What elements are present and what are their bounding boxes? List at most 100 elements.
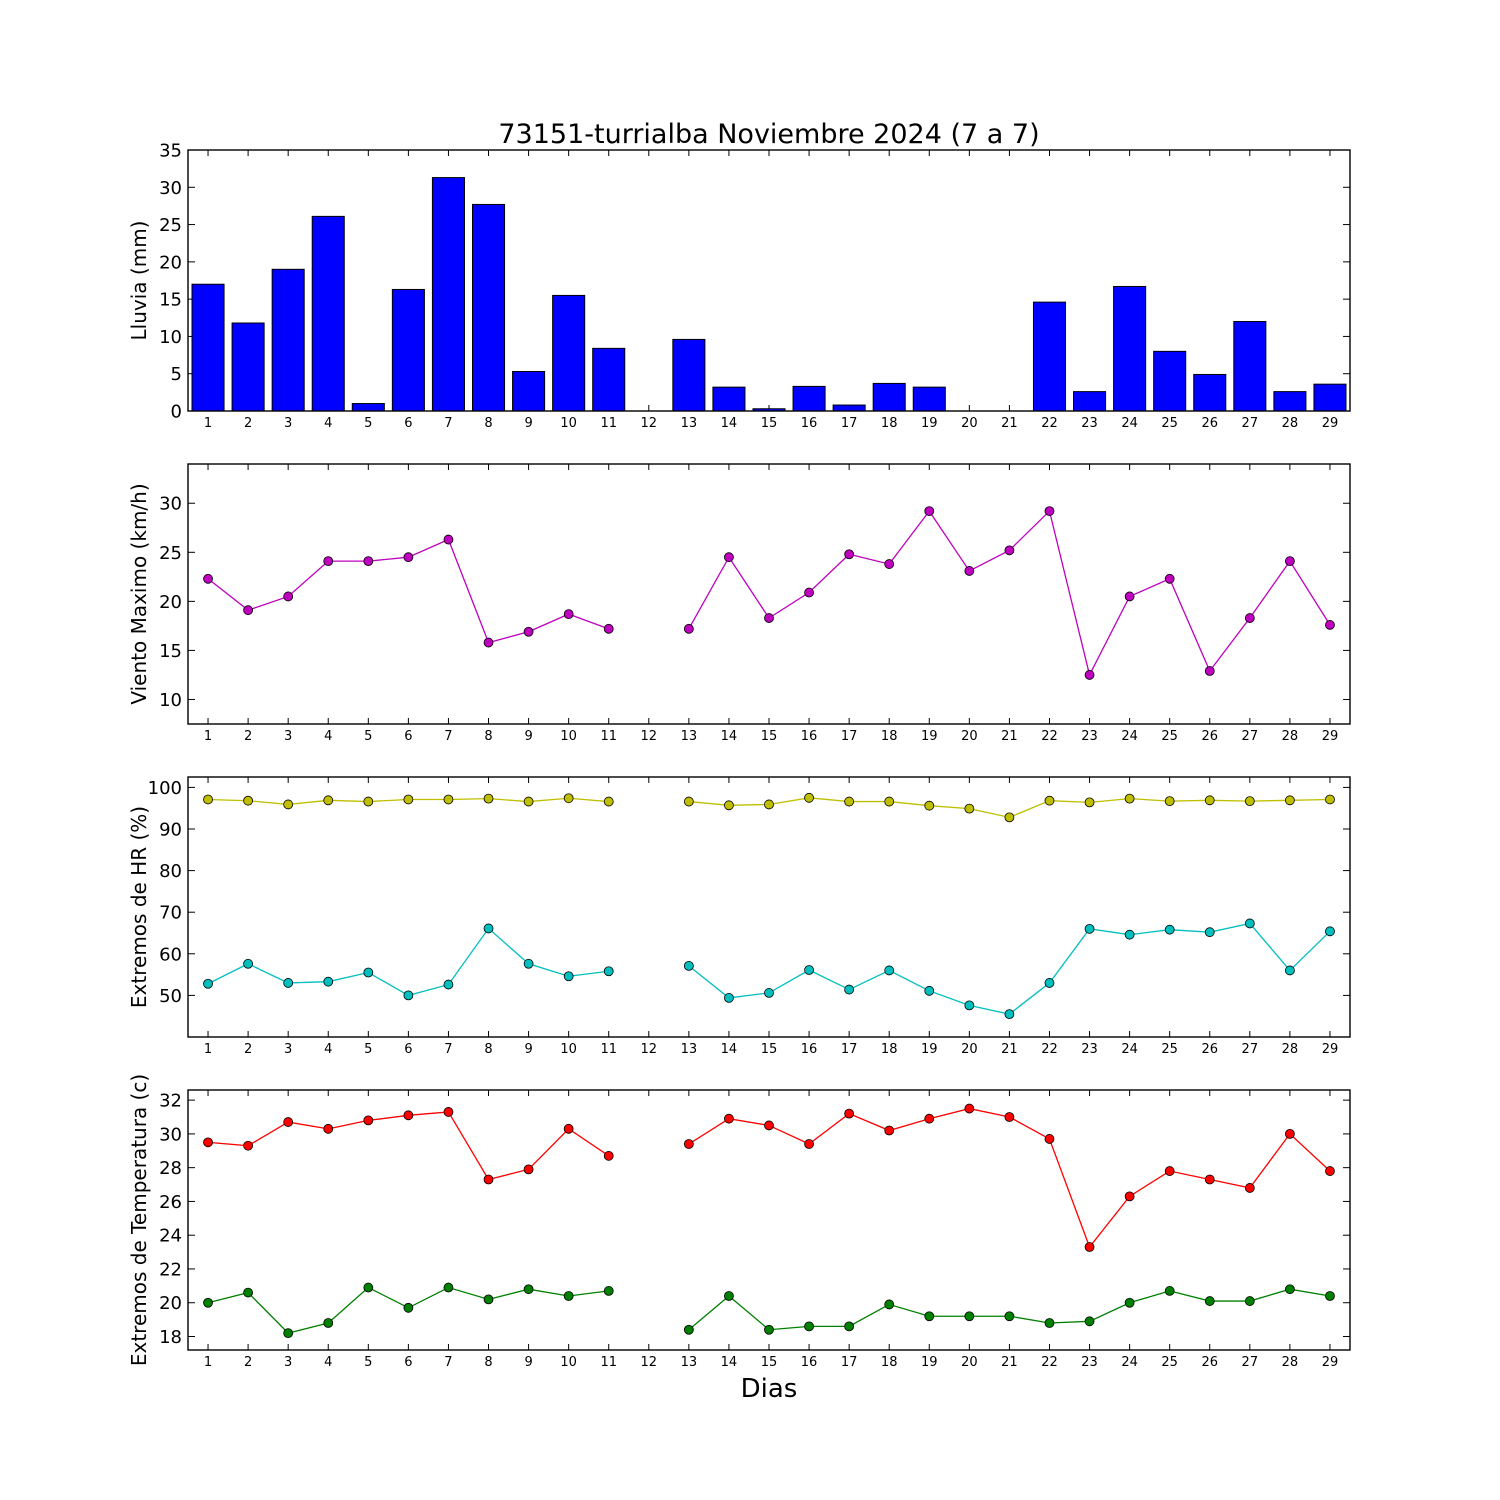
data-point xyxy=(683,1324,694,1335)
data-point xyxy=(964,566,975,576)
x-tick-label: 17 xyxy=(841,1355,858,1370)
data-point xyxy=(603,1286,614,1296)
data-point xyxy=(1244,1183,1255,1193)
x-tick-label: 25 xyxy=(1161,729,1178,744)
plot-area xyxy=(188,464,1350,724)
data-point xyxy=(363,556,374,567)
data-point xyxy=(924,1113,935,1124)
x-tick-label: 2 xyxy=(244,729,252,744)
bar xyxy=(712,386,746,412)
x-tick-label: 11 xyxy=(600,1355,617,1370)
data-point xyxy=(1164,573,1175,584)
data-point xyxy=(563,971,574,982)
data-point xyxy=(964,1311,975,1322)
x-tick-label: 5 xyxy=(364,1355,372,1370)
x-tick-label: 14 xyxy=(721,729,738,744)
data-point xyxy=(724,1113,734,1124)
data-point xyxy=(964,1000,975,1011)
data-point xyxy=(1004,1311,1015,1322)
x-tick-label: 20 xyxy=(961,1042,978,1057)
x-axis-label: Dias xyxy=(741,1374,798,1404)
data-point xyxy=(1325,1291,1335,1301)
data-point xyxy=(1124,793,1135,804)
data-point xyxy=(483,637,494,648)
data-point xyxy=(443,534,454,545)
data-point xyxy=(764,613,774,623)
data-point xyxy=(724,1291,734,1301)
data-point xyxy=(1044,795,1055,806)
data-point xyxy=(483,1174,494,1185)
data-point xyxy=(1204,927,1215,938)
y-axis-label: Extremos de Temperatura (c) xyxy=(127,1074,151,1366)
y-tick-label: 100 xyxy=(148,778,182,799)
data-point xyxy=(203,978,213,989)
bar xyxy=(592,347,626,412)
data-point xyxy=(1044,506,1055,516)
x-tick-label: 27 xyxy=(1242,416,1259,431)
x-tick-label: 10 xyxy=(560,729,577,744)
x-tick-label: 20 xyxy=(961,729,978,744)
x-tick-label: 2 xyxy=(244,1355,252,1370)
x-tick-label: 11 xyxy=(600,416,617,431)
x-tick-label: 19 xyxy=(921,1042,938,1057)
data-point xyxy=(1204,1296,1215,1306)
y-tick-label: 24 xyxy=(159,1226,182,1247)
data-point xyxy=(403,1110,414,1121)
x-tick-label: 22 xyxy=(1041,729,1058,744)
x-tick-label: 7 xyxy=(444,1355,452,1370)
x-tick-label: 19 xyxy=(921,1355,938,1370)
x-tick-label: 27 xyxy=(1242,1042,1259,1057)
data-point xyxy=(884,965,895,976)
data-point xyxy=(1204,1174,1215,1185)
bar xyxy=(1113,285,1147,412)
data-point xyxy=(1084,923,1095,934)
x-tick-label: 18 xyxy=(881,1042,898,1057)
x-tick-label: 13 xyxy=(681,1355,698,1370)
data-point xyxy=(804,1321,814,1332)
x-tick-label: 4 xyxy=(324,1355,332,1370)
x-tick-label: 16 xyxy=(801,416,818,431)
data-point xyxy=(1164,924,1175,935)
x-tick-label: 16 xyxy=(801,1355,818,1370)
bar xyxy=(231,322,265,412)
data-point xyxy=(844,549,855,560)
data-point xyxy=(924,506,935,516)
bar xyxy=(1273,391,1307,412)
data-point xyxy=(844,1108,855,1119)
chart-title: 73151-turrialba Noviembre 2024 (7 a 7) xyxy=(498,119,1039,150)
x-tick-label: 14 xyxy=(721,1355,738,1370)
x-tick-label: 27 xyxy=(1242,1355,1259,1370)
x-tick-label: 7 xyxy=(444,729,452,744)
x-tick-label: 19 xyxy=(921,729,938,744)
x-tick-label: 29 xyxy=(1322,729,1339,744)
data-point xyxy=(1244,613,1255,623)
data-point xyxy=(1044,978,1055,988)
y-tick-label: 0 xyxy=(171,402,182,423)
data-point xyxy=(1004,545,1015,556)
data-point xyxy=(203,794,213,805)
x-tick-label: 5 xyxy=(364,416,372,431)
data-point xyxy=(1084,797,1095,808)
data-point xyxy=(563,793,574,804)
x-tick-label: 4 xyxy=(324,416,332,431)
data-point xyxy=(603,796,614,807)
axes-frame xyxy=(187,149,1351,412)
series-0 xyxy=(203,1103,1335,1252)
data-point xyxy=(1004,1112,1015,1122)
y-tick-label: 90 xyxy=(159,820,182,841)
x-tick-label: 15 xyxy=(761,416,778,431)
x-tick-label: 21 xyxy=(1001,1042,1018,1057)
x-tick-label: 5 xyxy=(364,729,372,744)
y-tick-label: 26 xyxy=(159,1192,182,1213)
data-point xyxy=(403,794,414,805)
data-point xyxy=(804,792,814,803)
y-tick-label: 5 xyxy=(171,364,182,385)
data-point xyxy=(764,799,774,810)
x-tick-label: 4 xyxy=(324,729,332,744)
x-tick-label: 11 xyxy=(600,729,617,744)
data-point xyxy=(283,1328,294,1339)
x-tick-label: 15 xyxy=(761,1042,778,1057)
